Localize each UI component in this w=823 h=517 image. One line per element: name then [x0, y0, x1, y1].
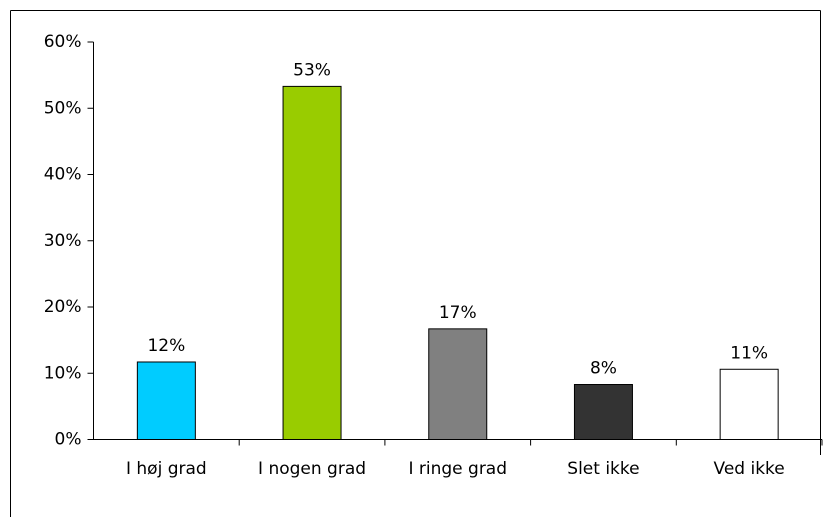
- bar: [428, 328, 488, 440]
- data-label: 53%: [293, 60, 331, 80]
- x-tick-label: Slet ikke: [567, 458, 640, 479]
- data-label: 8%: [590, 359, 617, 379]
- x-tick-label: Ved ikke: [713, 458, 785, 479]
- bar: [573, 384, 633, 441]
- bar: [136, 361, 196, 440]
- x-tick-label: I nogen grad: [258, 458, 367, 479]
- x-tick-label: I ringe grad: [408, 458, 508, 479]
- bar: [282, 85, 342, 440]
- data-label: 11%: [730, 343, 768, 363]
- y-tick-label: 10%: [44, 363, 82, 383]
- data-label: 12%: [147, 336, 185, 356]
- y-tick-label: 60%: [44, 32, 82, 52]
- y-tick-label: 30%: [44, 231, 82, 251]
- y-tick-label: 50%: [44, 98, 82, 118]
- bar: [719, 368, 779, 440]
- y-tick-label: 0%: [55, 430, 82, 450]
- y-tick-label: 40%: [44, 165, 82, 185]
- data-label: 17%: [439, 303, 477, 323]
- x-tick-label: I høj grad: [125, 458, 207, 479]
- y-tick-label: 20%: [44, 297, 82, 317]
